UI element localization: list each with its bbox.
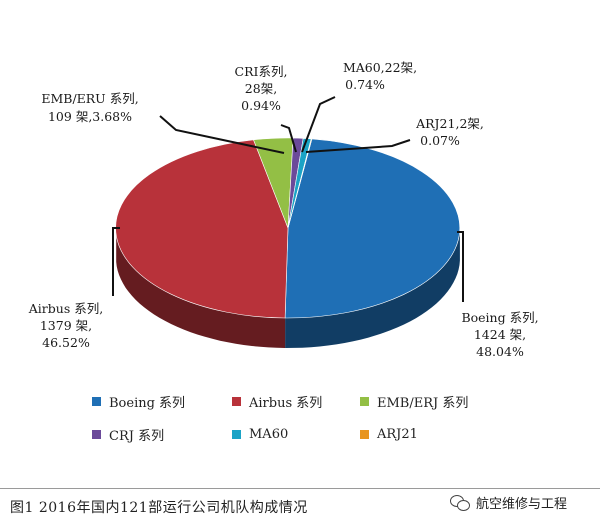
slice-label-0-pct-label: 48.04% xyxy=(476,344,524,359)
legend-item: CRJ 系列 xyxy=(92,425,232,444)
pie-side-0 xyxy=(285,230,460,348)
slice-label-1-count-label: 1379 架, xyxy=(40,318,92,333)
slice-label-0-count-label: 1424 架, xyxy=(474,327,526,342)
slice-label-4-label-name: MA60,22架, xyxy=(343,60,417,75)
pie-chart: Boeing 系列, 1424 架, 48.04% Airbus 系列, 1379 架,… xyxy=(28,60,539,359)
pie-sides xyxy=(116,230,460,348)
leader-line-3 xyxy=(280,124,297,153)
pie-slice-boeing- xyxy=(284,138,461,319)
slice-label-3-pct-label: 0.94% xyxy=(241,98,281,113)
pie-slice-arj21 xyxy=(287,138,313,229)
leader-line-5 xyxy=(305,139,411,153)
legend: Boeing 系列 Airbus 系列 EMB/ERJ 系列 CRJ 系列 MA60 AR… xyxy=(92,392,512,444)
legend-label: Airbus 系列 xyxy=(249,396,323,411)
legend-label: CRJ 系列 xyxy=(109,429,165,444)
footer-rule xyxy=(0,488,600,517)
legend-label: ARJ21 xyxy=(377,427,418,442)
leader-lines xyxy=(112,96,464,302)
pie-side-1 xyxy=(116,231,286,348)
wechat-icon xyxy=(450,494,470,511)
figure-caption: 图1 2016年国内121部运行公司机队构成情况 xyxy=(10,500,308,516)
legend-swatch xyxy=(232,397,241,406)
slice-label-3-count-label: 28架, xyxy=(245,81,277,96)
leader-line-2 xyxy=(159,115,285,154)
legend-item: Airbus 系列 xyxy=(232,392,360,411)
legend-swatch xyxy=(92,430,101,439)
slice-label-2-label-name: EMB/ERU 系列, xyxy=(41,91,138,106)
legend-label: MA60 xyxy=(249,427,289,442)
slice-label-4-count-label: 0.74% xyxy=(345,77,385,92)
brand: 航空维修与工程 xyxy=(450,493,567,512)
legend-label: Boeing 系列 xyxy=(109,396,186,411)
legend-swatch xyxy=(360,430,369,439)
legend-item: ARJ21 xyxy=(360,425,510,444)
legend-item: EMB/ERJ 系列 xyxy=(360,392,510,411)
slice-labels: Boeing 系列, 1424 架, 48.04% Airbus 系列, 1379 架,… xyxy=(28,60,539,359)
leader-line-4 xyxy=(301,96,336,153)
leader-line-0 xyxy=(457,231,464,302)
brand-name: 航空维修与工程 xyxy=(476,497,568,512)
slice-label-5-count-label: 0.07% xyxy=(420,133,460,148)
slice-label-1-label-name: Airbus 系列, xyxy=(28,301,103,316)
slice-label-5-label-name: ARJ21,2架, xyxy=(415,116,484,131)
legend-item: MA60 xyxy=(232,425,360,444)
slice-label-0-label-name: Boeing 系列, xyxy=(461,310,538,325)
legend-swatch xyxy=(92,397,101,406)
slice-label-1-pct-label: 46.52% xyxy=(42,335,90,350)
leader-line-1 xyxy=(112,227,120,296)
legend-item: Boeing 系列 xyxy=(92,392,232,411)
legend-swatch xyxy=(360,397,369,406)
legend-label: EMB/ERJ 系列 xyxy=(377,396,469,411)
slice-label-3-label-name: CRI系列, xyxy=(235,64,288,79)
pie-slices xyxy=(115,137,461,319)
legend-swatch xyxy=(232,430,241,439)
pie-slice-airbus- xyxy=(115,139,289,319)
slice-label-2-count-label: 109 架,3.68% xyxy=(48,109,132,124)
